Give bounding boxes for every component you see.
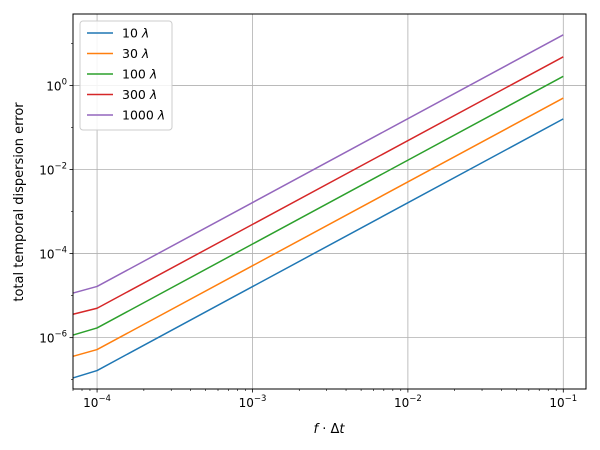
legend-series-name: 1000 xyxy=(122,108,154,123)
x-axis-label-op: · Δ xyxy=(318,422,339,437)
legend-series-name: 100 xyxy=(122,67,146,82)
y-tick-exponent: −6 xyxy=(54,330,67,340)
y-tick-exponent: −4 xyxy=(54,246,67,256)
legend-label-100: 100 λ xyxy=(122,67,157,82)
legend-label-300: 300 λ xyxy=(122,87,157,102)
legend-series-name: 300 xyxy=(122,87,146,102)
legend-label-30: 30 λ xyxy=(122,46,149,61)
series-line-10 xyxy=(72,118,564,379)
y-tick-label: 100 xyxy=(46,77,67,93)
y-tick-label: 10−6 xyxy=(39,330,67,346)
legend-series-unit: λ xyxy=(141,26,149,41)
x-tick-exponent: −3 xyxy=(254,394,267,404)
legend-series-unit: λ xyxy=(157,108,165,123)
x-tick-label: 10−2 xyxy=(394,394,422,410)
x-tick-base: 10 xyxy=(394,396,409,410)
y-tick-exponent: 0 xyxy=(62,77,67,87)
series-line-1000 xyxy=(72,34,564,294)
y-tick-label: 10−4 xyxy=(39,246,67,262)
y-tick-base: 10 xyxy=(39,248,54,262)
y-axis-label: total temporal dispersion error xyxy=(12,102,27,302)
legend-series-unit: λ xyxy=(149,67,157,82)
x-tick-exponent: −2 xyxy=(409,394,422,404)
x-axis-label-var: t xyxy=(339,422,345,437)
y-tick-label: 10−2 xyxy=(39,161,67,177)
x-tick-label: 10−1 xyxy=(549,394,577,410)
series-lines xyxy=(72,34,564,379)
x-tick-base: 10 xyxy=(83,396,98,410)
legend-label-1000: 1000 λ xyxy=(122,108,165,123)
x-tick-label: 10−4 xyxy=(83,394,111,410)
series-line-300 xyxy=(72,56,564,315)
y-tick-base: 10 xyxy=(39,163,54,177)
series-line-100 xyxy=(72,75,564,336)
x-axis-ticks: 10−4 10−3 10−2 10−1 xyxy=(72,389,577,410)
legend-box xyxy=(79,20,173,131)
x-axis-label: f · Δt xyxy=(314,422,346,437)
x-axis-label-base: f xyxy=(314,422,321,437)
x-tick-exponent: −4 xyxy=(98,394,111,404)
legend-series-name: 10 xyxy=(122,26,138,41)
legend-series-unit: λ xyxy=(149,87,157,102)
x-tick-base: 10 xyxy=(239,396,254,410)
series-line-30 xyxy=(72,97,564,358)
x-tick-base: 10 xyxy=(549,396,564,410)
plot-frame xyxy=(72,13,587,390)
y-tick-exponent: −2 xyxy=(54,161,67,171)
legend-series-unit: λ xyxy=(141,46,149,61)
x-tick-label: 10−3 xyxy=(239,394,267,410)
legend-series-name: 30 xyxy=(122,46,138,61)
x-tick-exponent: −1 xyxy=(565,394,578,404)
legend-label-10: 10 λ xyxy=(122,26,149,41)
y-tick-base: 10 xyxy=(39,332,54,346)
y-tick-base: 10 xyxy=(46,79,61,93)
